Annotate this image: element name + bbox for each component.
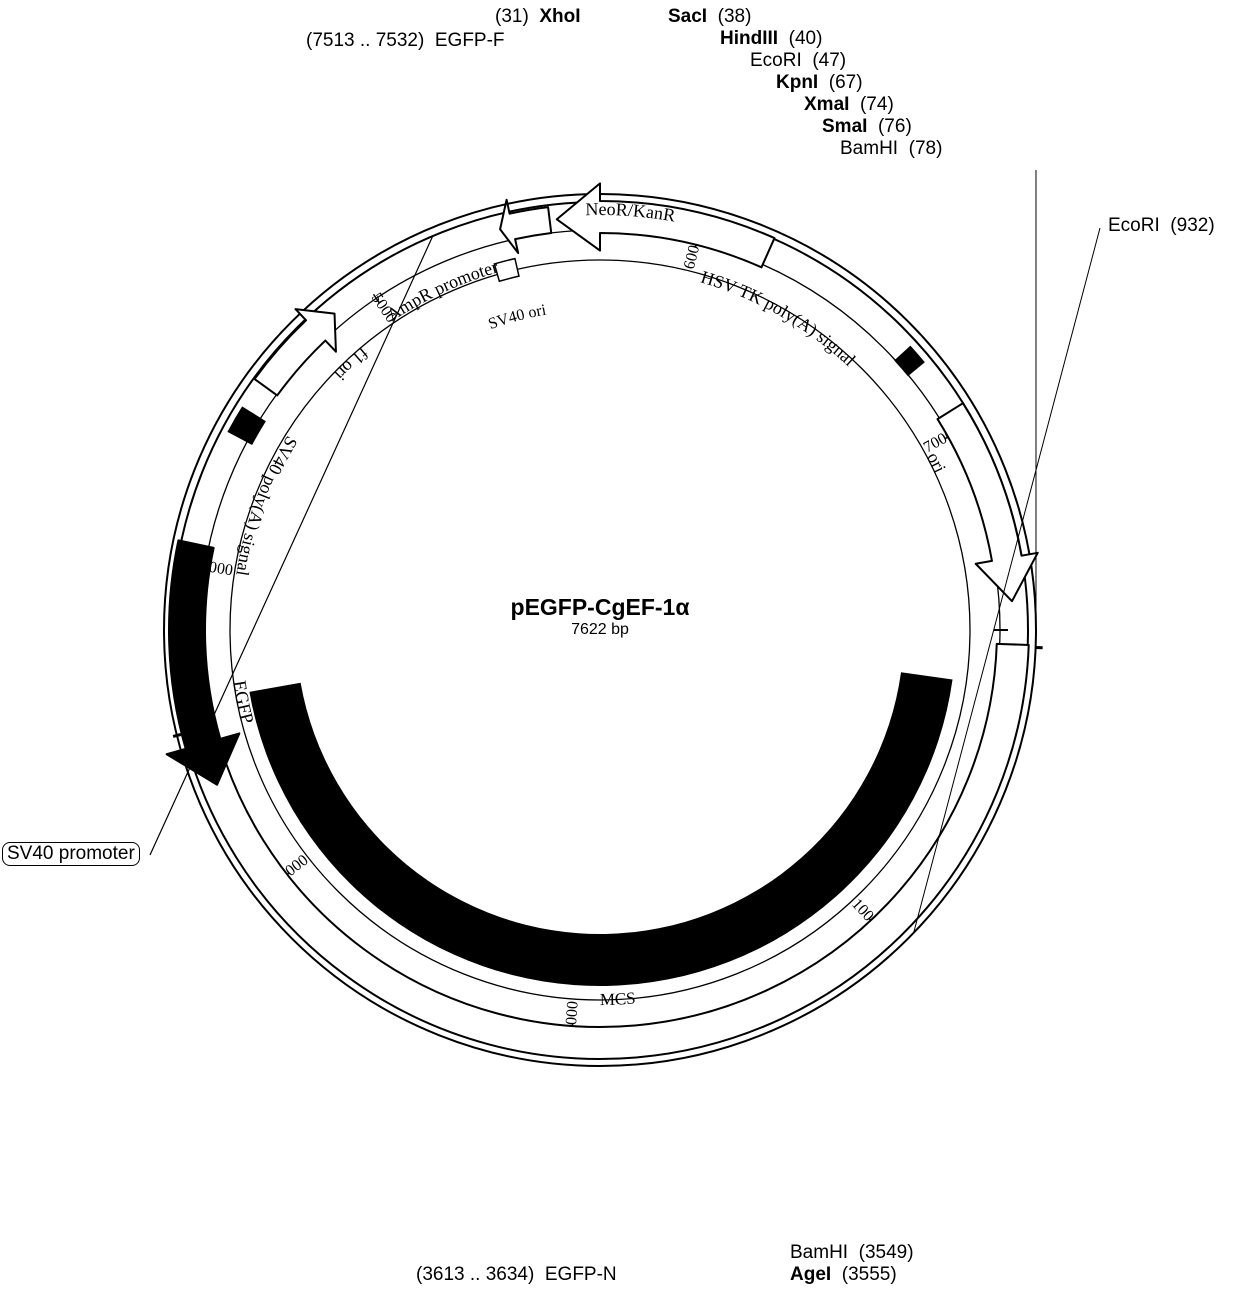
restriction-site-label: SmaI (76) [822, 116, 912, 138]
f1ori-arrow [255, 309, 336, 395]
restriction-site-label: (31) XhoI [495, 6, 581, 28]
ori-arrow [938, 403, 1038, 601]
callout-text: SV40 promoter [7, 843, 135, 864]
feature-label: HSV TK poly(A) signal [699, 267, 860, 370]
primer-label-egfp-f: (7513 .. 7532) EGFP-F [306, 30, 505, 52]
restriction-site-ecori-932: EcoRI (932) [1108, 215, 1215, 237]
restriction-site-label: XmaI (74) [804, 94, 894, 116]
callout-sv40-promoter: SV40 promoter [2, 842, 140, 866]
restriction-site-label: KpnI (67) [776, 72, 863, 94]
primer-label-egfp-n: (3613 .. 3634) EGFP-N [416, 1264, 617, 1286]
feature-label: AmpR promoter [383, 257, 500, 325]
plasmid-name: pEGFP-CgEF-1α [450, 594, 750, 621]
ef1a-black-arc [249, 672, 952, 986]
feature-label: SV40 ori [486, 302, 548, 334]
ecori932-leader [914, 228, 1100, 933]
restriction-site-label: AgeI (3555) [790, 1264, 897, 1286]
neokan-arrow [557, 183, 775, 267]
plasmid-title: pEGFP-CgEF-1α 7622 bp [450, 594, 750, 639]
restriction-site-label: EcoRI (47) [750, 50, 846, 72]
gap-mark-3500 [173, 735, 181, 737]
restriction-site-label: BamHI (78) [840, 138, 942, 160]
plasmid-map: 1000200030004000500060007000oriHSV TK po… [0, 0, 1240, 1305]
restriction-site-label: HindIII (40) [720, 28, 822, 50]
plasmid-size: 7622 bp [450, 621, 750, 639]
restriction-site-label: BamHI (3549) [790, 1242, 914, 1264]
feature-label: MCS [600, 988, 637, 1009]
feature-label: SV40 poly(A) signal [232, 433, 301, 577]
hsv-mark [894, 346, 925, 377]
sv40pa-mark [227, 406, 265, 445]
restriction-site-label: SacI (38) [668, 6, 751, 28]
